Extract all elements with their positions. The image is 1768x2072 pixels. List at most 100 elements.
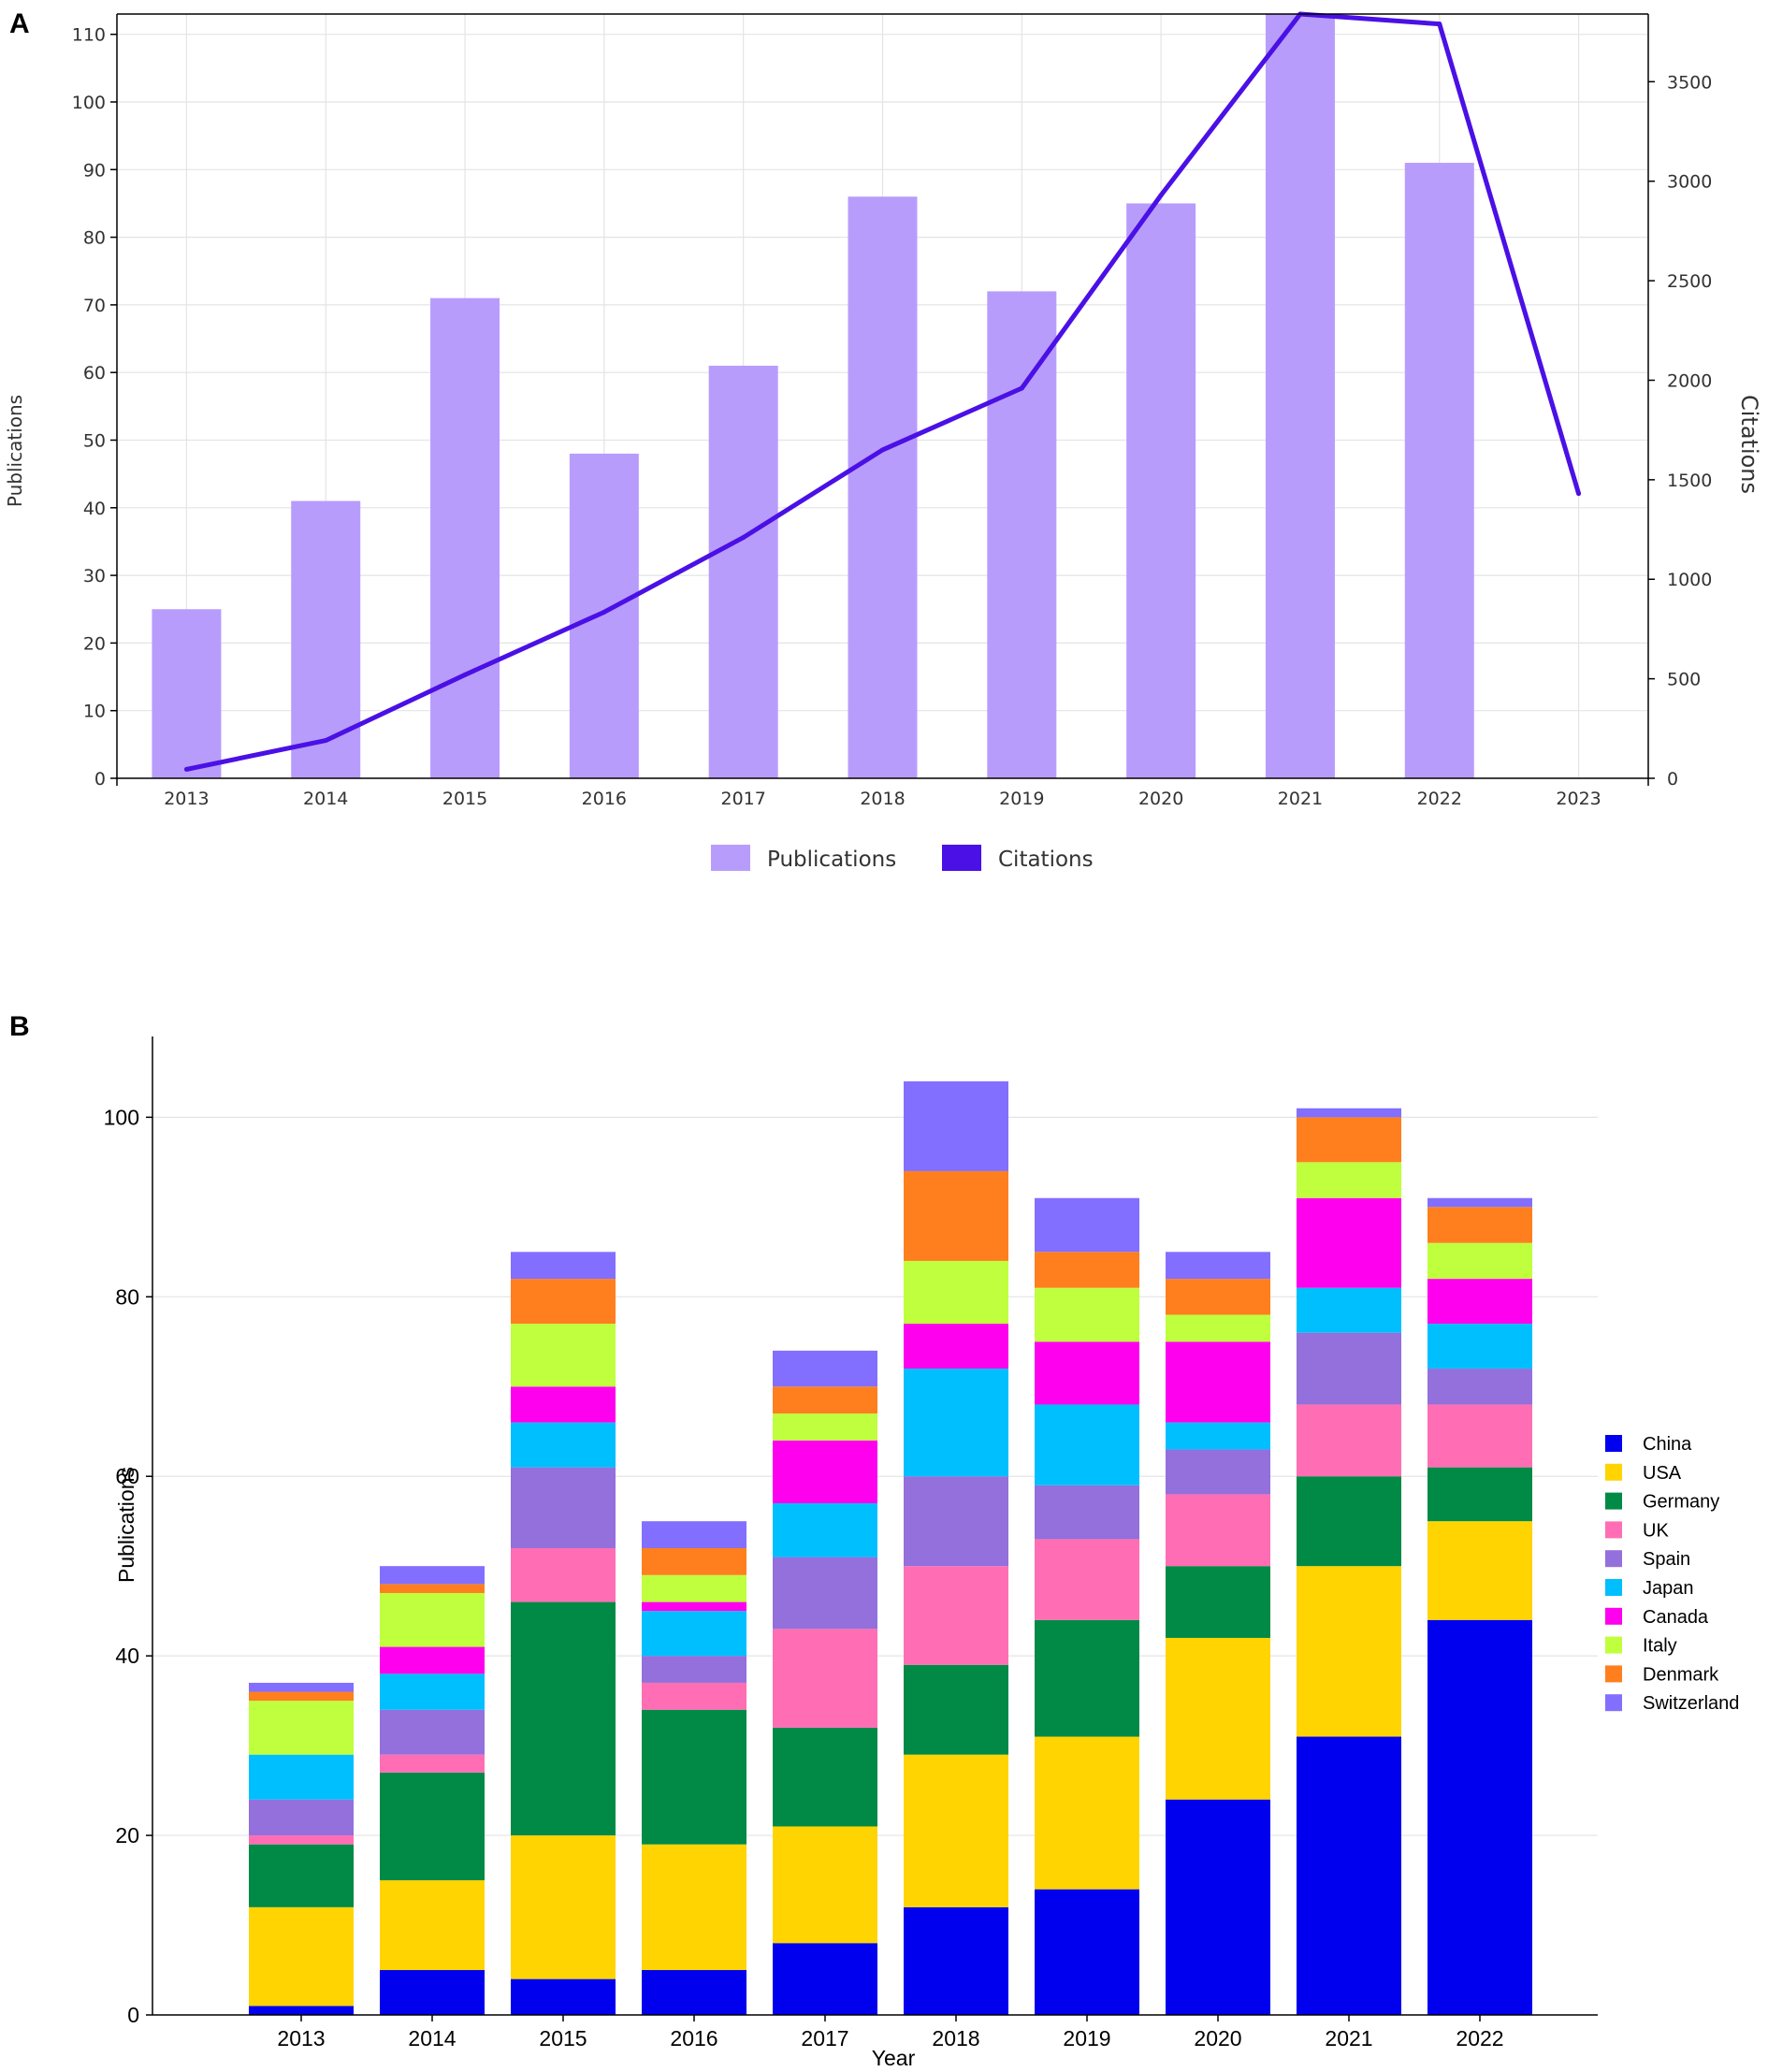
panel-b-bar-2015-switzerland [511,1252,616,1280]
panel-b-bar-2013-usa [249,1906,354,2007]
panel-b-bar-2018-usa [904,1754,1008,1907]
panel-b-bar-2020-canada [1166,1341,1270,1423]
panel-b-bar-2020-japan [1166,1422,1270,1450]
legend-label-germany: Germany [1643,1492,1719,1513]
panel-a-bar-2020 [1126,203,1196,778]
panel-b-x-tick-label: 2017 [801,2026,848,2050]
panel-a-y-tick-label: 40 [83,499,106,519]
panel-b-bar-2016-spain [642,1656,746,1683]
panel-b-bar-2021-italy [1297,1162,1401,1198]
panel-a-letter: A [9,8,30,39]
panel-b-bar-2013-uk [249,1835,354,1845]
legend-swatch-citations [942,845,981,871]
panel-b-bar-2022-japan [1427,1324,1532,1369]
panel-a-citation-point-2015 [462,672,468,677]
legend-label-switzerland: Switzerland [1643,1693,1739,1714]
panel-b-bar-2020-italy [1166,1314,1270,1342]
panel-b-bar-2022-switzerland [1427,1197,1532,1208]
panel-b-y-axis-title: Publications [114,1467,138,1583]
panel-a-y2-tick-label: 0 [1667,769,1678,790]
panel-b-bar-2022-italy [1427,1242,1532,1280]
panel-b-bar-2018-switzerland [904,1080,1008,1171]
panel-a-y-tick-label: 30 [83,566,106,587]
legend-swatch-germany [1605,1492,1622,1510]
panel-b-bar-2018-canada [904,1324,1008,1369]
panel-b-bar-2015-italy [511,1324,616,1387]
panel-b-bar-2016-japan [642,1611,746,1657]
panel-b-bar-2022-spain [1427,1369,1532,1405]
panel-a-y2-tick-label: 1500 [1667,471,1712,491]
panel-b-bar-2019-canada [1035,1341,1139,1405]
panel-a-x-tick-label: 2020 [1138,789,1183,809]
panel-a-y-tick-label: 90 [83,160,106,181]
legend-swatch-denmark [1605,1665,1622,1683]
panel-b-letter: B [9,1011,30,1042]
legend-label-uk: UK [1643,1520,1669,1541]
panel-b-bar-2019-uk [1035,1539,1139,1620]
panel-b-bar-2021-usa [1297,1566,1401,1737]
panel-b-bars [249,1080,1532,2015]
panel-b-bar-2013-italy [249,1701,354,1755]
panel-b-bar-2020-switzerland [1166,1252,1270,1280]
legend-swatch-canada [1605,1607,1622,1625]
panel-b-bar-2018-china [904,1906,1008,2015]
panel-b-bar-2022-uk [1427,1404,1532,1468]
panel-a-y2-tick-label: 500 [1667,670,1701,690]
panel-b-bar-2015-japan [511,1422,616,1468]
panel-b-bar-2022-germany [1427,1467,1532,1522]
panel-a-bar-2017 [708,365,778,778]
panel-b-bar-2016-denmark [642,1547,746,1575]
panel-b-x-tick-label: 2021 [1325,2026,1372,2050]
panel-a-y-tick-label: 110 [72,25,106,46]
panel-b-x-tick-label: 2015 [539,2026,587,2050]
panel-b-bar-2017-germany [773,1727,877,1827]
panel-b-bar-2016-switzerland [642,1521,746,1548]
panel-b-bar-2021-denmark [1297,1117,1401,1163]
panel-b-y-tick-label: 60 [115,1464,139,1488]
panel-b-bar-2019-germany [1035,1619,1139,1737]
legend-label-spain: Spain [1643,1549,1690,1570]
panel-b-bar-2021-uk [1297,1404,1401,1477]
panel-a-x-tick-label: 2022 [1417,789,1462,809]
panel-a-x-tick-label: 2019 [999,789,1044,809]
panel-b-y-tick-label: 20 [115,1823,139,1847]
panel-a-x-tick-label: 2018 [860,789,905,809]
panel-a-citation-point-2020 [1158,193,1164,198]
panel-b-bar-2014-canada [380,1646,485,1674]
legend-label-denmark: Denmark [1643,1664,1719,1685]
legend-swatch-publications [711,845,750,871]
panel-b-bar-2013-japan [249,1754,354,1800]
panel-b-y-tick-label: 0 [127,2003,139,2027]
panel-b-bar-2015-canada [511,1386,616,1423]
panel-b-bar-2021-china [1297,1736,1401,2015]
panel-a-x-tick-label: 2017 [721,789,766,809]
panel-b-bar-2015-china [511,1978,616,2015]
panel-a-citation-point-2017 [741,535,746,541]
legend-swatch-switzerland [1605,1694,1622,1712]
legend-swatch-italy [1605,1636,1622,1654]
panel-a-bar-2015 [430,297,500,779]
panel-b-bar-2017-italy [773,1413,877,1441]
panel-b-bar-2015-denmark [511,1279,616,1325]
panel-b-bar-2013-china [249,2006,354,2015]
panel-a-x-tick-label: 2014 [303,789,348,809]
legend-swatch-japan [1605,1579,1622,1596]
panel-b-bar-2014-china [380,1970,485,2015]
panel-a-citation-point-2019 [1019,385,1024,391]
legend-label-china: China [1643,1434,1692,1455]
panel-b-bar-2020-denmark [1166,1279,1270,1315]
panel-b-bar-2022-usa [1427,1521,1532,1620]
panel-b-bar-2022-canada [1427,1279,1532,1325]
panel-a-y-tick-label: 80 [83,228,106,249]
panel-b-x-tick-label: 2020 [1194,2026,1241,2050]
legend-swatch-spain [1605,1550,1622,1568]
panel-b-bar-2020-spain [1166,1449,1270,1495]
panel-a-x-tick-label: 2023 [1556,789,1601,809]
panel-a-y-axis-title: Publications [4,395,26,507]
panel-b-bar-2019-japan [1035,1404,1139,1485]
panel-b-bar-2015-uk [511,1547,616,1602]
panel-b-bar-2021-spain [1297,1332,1401,1405]
panel-a-citation-point-2022 [1437,22,1442,27]
panel-a-chart: A 0 10 20 30 40 50 60 70 80 90 100 110 0 500 1000 1500 2… [4,8,1762,872]
panel-a-y2-tick-label: 2500 [1667,271,1712,292]
